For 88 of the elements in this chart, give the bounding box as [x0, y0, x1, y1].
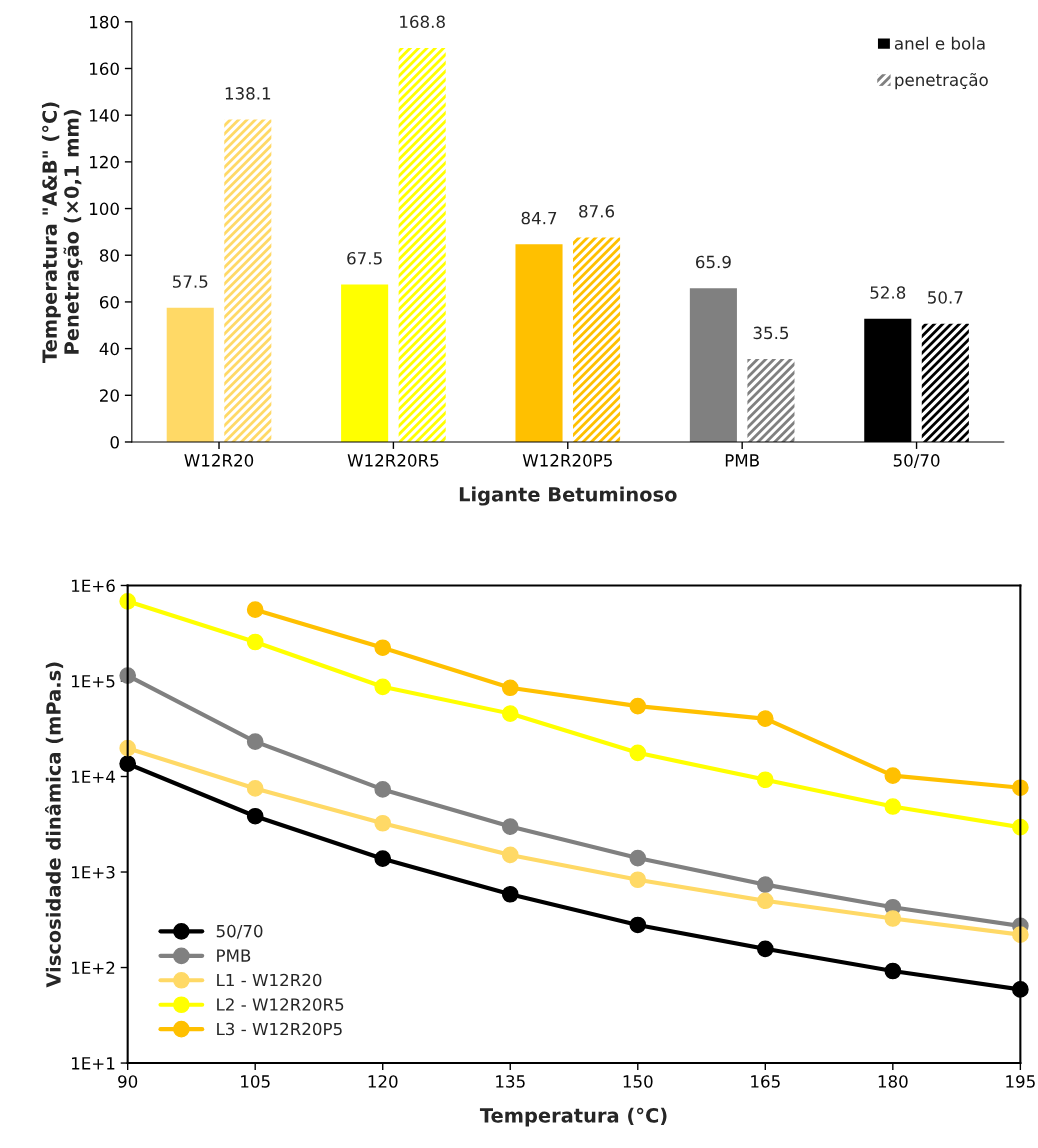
- y-tick-label: 0: [110, 435, 119, 449]
- y-axis-title: Viscosidade dinâmica (mPa.s): [45, 662, 64, 988]
- legend-label: L3 - W12R20P5: [217, 1022, 342, 1036]
- y-tick-label: 80: [99, 249, 119, 262]
- point: [629, 871, 647, 889]
- x-tick-label: 165: [751, 1075, 780, 1088]
- bar: [166, 307, 214, 442]
- y-tick-label: 1E+4: [71, 770, 115, 783]
- data-label: 65.9: [696, 255, 731, 269]
- point: [756, 940, 774, 958]
- x-tick-label: 180: [878, 1075, 908, 1088]
- legend-label: PMB: [217, 949, 251, 962]
- data-label: 168.8: [400, 15, 445, 29]
- x-tick-label: 105: [241, 1075, 270, 1088]
- point: [884, 767, 902, 785]
- point: [374, 814, 392, 832]
- y-tick-label: 20: [100, 389, 119, 402]
- bar: [921, 323, 969, 442]
- point: [246, 633, 264, 651]
- legend-label: L1 - W12R20: [217, 973, 322, 987]
- point: [501, 679, 519, 697]
- y-tick-label: 180: [90, 15, 119, 29]
- x-tick-label: W12R20R5: [347, 454, 439, 467]
- point: [756, 771, 774, 789]
- x-tick-label: 135: [496, 1075, 525, 1088]
- data-label: 52.8: [870, 286, 906, 299]
- point: [629, 697, 647, 715]
- point: [374, 850, 392, 867]
- x-tick-label: 90: [118, 1075, 138, 1088]
- legend-label: anel e bola: [894, 36, 985, 50]
- point: [501, 818, 519, 835]
- y-tick-label: 140: [90, 109, 119, 122]
- data-label: 57.5: [172, 275, 208, 288]
- bar: [224, 119, 272, 442]
- y-tick-label: 40: [99, 342, 119, 356]
- y-tick-label: 1E+1: [71, 1057, 115, 1070]
- point: [246, 807, 264, 825]
- data-label: 67.5: [347, 251, 382, 265]
- point: [246, 780, 264, 797]
- point: [501, 846, 519, 864]
- point: [374, 639, 392, 657]
- point: [756, 892, 774, 910]
- y-tick-label: 1E+2: [71, 961, 115, 974]
- x-axis-title: Ligante Betuminoso: [459, 486, 677, 506]
- data-label: 87.6: [579, 205, 615, 218]
- x-tick-label: PMB: [725, 454, 759, 467]
- y-axis-title: Temperatura "A&B" (°C) Penetração (×0,1 mm): [41, 102, 83, 363]
- point: [501, 705, 519, 722]
- point: [629, 916, 647, 934]
- point: [629, 744, 647, 762]
- data-label: 35.5: [753, 326, 789, 340]
- x-tick-label: 120: [368, 1075, 398, 1088]
- point: [374, 678, 392, 696]
- point: [374, 781, 392, 798]
- y-tick-label: 100: [90, 202, 119, 216]
- x-tick-label: 195: [1006, 1075, 1035, 1088]
- x-tick-label: W12R20: [184, 454, 254, 467]
- x-tick-label: 150: [623, 1075, 653, 1088]
- x-tick-label: W12R20P5: [522, 454, 612, 467]
- bar: [573, 237, 621, 442]
- y-tick-label: 1E+5: [71, 675, 115, 688]
- point: [756, 876, 774, 893]
- point: [756, 710, 774, 728]
- point: [501, 885, 519, 903]
- bar: [689, 288, 737, 442]
- bar: [747, 359, 795, 442]
- bar: [515, 244, 563, 442]
- y-tick-label: 1E+6: [71, 579, 115, 593]
- y-tick-label: 160: [90, 62, 119, 76]
- point: [884, 962, 902, 980]
- legend-label: L2 - W12R20R5: [217, 998, 344, 1011]
- point: [246, 733, 264, 750]
- data-label: 138.1: [225, 87, 271, 100]
- point: [246, 601, 264, 619]
- point: [629, 849, 647, 867]
- x-axis-title: Temperatura (°C): [479, 1107, 667, 1127]
- data-label: 84.7: [521, 211, 557, 225]
- x-tick-label: 50/70: [893, 454, 940, 468]
- y-tick-label: 120: [90, 155, 119, 169]
- bar: [398, 47, 446, 442]
- y-tick-label: 60: [99, 295, 119, 309]
- point: [884, 910, 902, 927]
- legend-label: 50/70: [216, 924, 263, 939]
- legend-label: penetração: [895, 72, 988, 90]
- bar: [341, 284, 389, 442]
- point: [884, 798, 902, 815]
- y-tick-label: 1E+3: [71, 865, 115, 879]
- data-label: 50.7: [928, 291, 963, 304]
